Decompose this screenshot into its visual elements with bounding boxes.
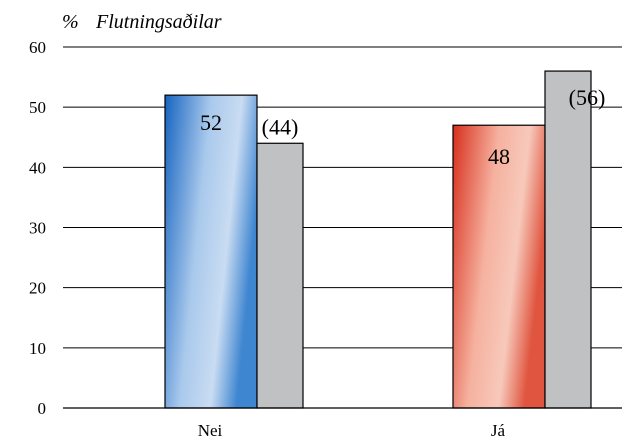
y-tick-label: 20 xyxy=(29,279,46,298)
y-axis-ticks: 0 10 20 30 40 50 60 xyxy=(29,38,46,418)
y-tick-label: 60 xyxy=(29,38,46,57)
x-axis-labels: Nei Já xyxy=(198,421,506,440)
y-tick-label: 10 xyxy=(29,339,46,358)
y-tick-label: 30 xyxy=(29,219,46,238)
bar-label-nei-comparison: (44) xyxy=(262,114,299,139)
bar-nei-main xyxy=(164,94,258,409)
bar-label-ja-comparison: (56) xyxy=(569,85,606,110)
bar-label-ja-main: 48 xyxy=(488,144,510,169)
bar-label-nei-main: 52 xyxy=(200,110,222,135)
unit-label: % xyxy=(62,11,79,33)
y-tick-label: 50 xyxy=(29,98,46,117)
y-tick-label: 0 xyxy=(38,399,47,418)
chart-title: Flutningsaðilar xyxy=(95,11,222,33)
x-tick-label-ja: Já xyxy=(491,421,506,440)
bar-ja-comparison xyxy=(544,70,592,409)
x-tick-label-nei: Nei xyxy=(198,421,223,440)
bars xyxy=(164,70,592,409)
bar-labels: 52 (44) 48 (56) xyxy=(200,85,605,169)
y-tick-label: 40 xyxy=(29,158,46,177)
bar-nei-comparison xyxy=(256,142,304,409)
